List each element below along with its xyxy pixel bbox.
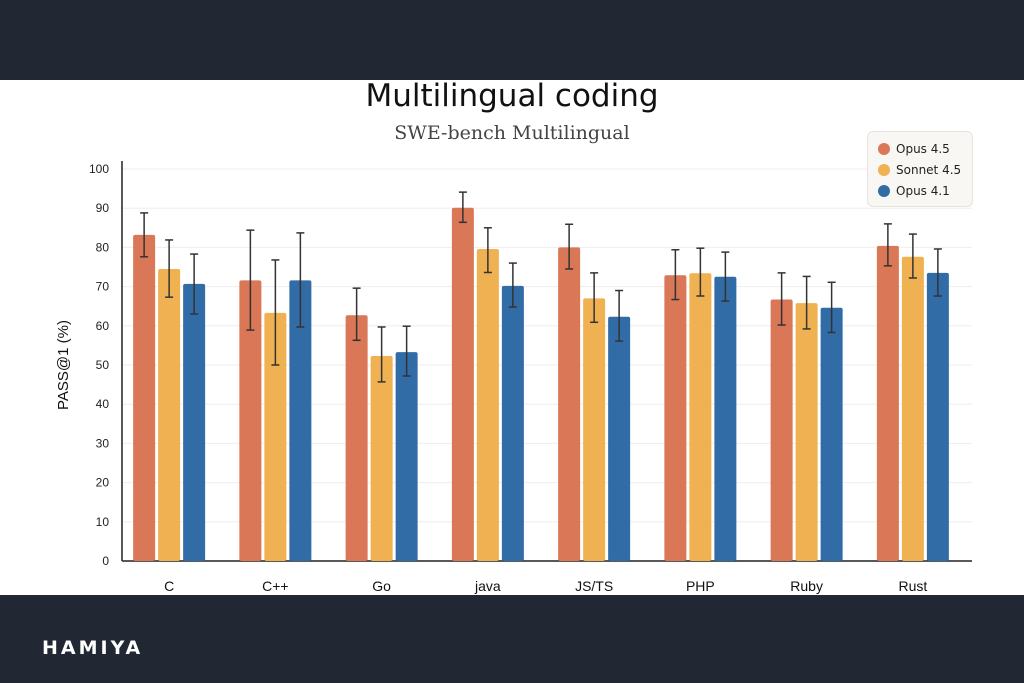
y-tick-label: 10 xyxy=(96,515,110,529)
x-tick-label: java xyxy=(474,578,501,594)
legend-item: Opus 4.5 xyxy=(878,139,972,159)
y-tick-label: 80 xyxy=(96,240,110,254)
bar-opus-4-1 xyxy=(501,285,524,561)
x-tick-label: Rust xyxy=(898,578,927,594)
x-tick-label: Go xyxy=(372,578,391,594)
bar-opus-4-1 xyxy=(926,272,949,561)
bottom-band xyxy=(0,595,1024,683)
bar-opus-4-5 xyxy=(239,280,262,561)
y-tick-label: 30 xyxy=(96,436,110,450)
legend-label: Sonnet 4.5 xyxy=(896,163,962,177)
legend-swatch xyxy=(878,164,890,176)
x-tick-label: PHP xyxy=(686,578,715,594)
y-tick-label: 40 xyxy=(96,397,110,411)
bar-opus-4-5 xyxy=(133,234,156,561)
bar-opus-4-1 xyxy=(714,276,737,561)
bar-sonnet-4-5 xyxy=(901,256,924,561)
bar-sonnet-4-5 xyxy=(264,312,287,561)
bar-sonnet-4-5 xyxy=(689,273,712,561)
y-tick-label: 50 xyxy=(96,358,110,372)
chart-subtitle: SWE-bench Multilingual xyxy=(394,122,630,144)
bar-opus-4-1 xyxy=(395,352,418,561)
y-tick-label: 100 xyxy=(89,162,109,176)
brand-logo: HAMIYA xyxy=(42,637,144,659)
x-tick-label: JS/TS xyxy=(575,578,613,594)
bar-opus-4-1 xyxy=(183,283,206,561)
legend-swatch xyxy=(878,143,890,155)
y-tick-label: 0 xyxy=(102,554,109,568)
bar-sonnet-4-5 xyxy=(583,298,606,561)
y-tick-label: 60 xyxy=(96,319,110,333)
bar-opus-4-5 xyxy=(345,315,368,561)
top-band xyxy=(0,0,1024,80)
bar-sonnet-4-5 xyxy=(795,303,818,561)
legend-swatch xyxy=(878,185,890,197)
bar-opus-4-5 xyxy=(558,247,581,561)
legend-item: Sonnet 4.5 xyxy=(878,160,972,180)
x-tick-label: C xyxy=(164,578,174,594)
y-axis-label: PASS@1 (%) xyxy=(55,320,72,410)
bar-opus-4-1 xyxy=(820,307,843,561)
bar-opus-4-5 xyxy=(876,245,899,561)
y-tick-label: 90 xyxy=(96,201,110,215)
bar-sonnet-4-5 xyxy=(476,248,499,561)
chart-title: Multilingual coding xyxy=(365,78,659,114)
bar-opus-4-5 xyxy=(770,299,793,561)
bar-sonnet-4-5 xyxy=(370,355,393,561)
bar-opus-4-1 xyxy=(608,316,631,561)
legend-label: Opus 4.1 xyxy=(896,184,950,198)
x-tick-label: C++ xyxy=(262,578,288,594)
bar-opus-4-5 xyxy=(451,207,474,562)
legend: Opus 4.5 Sonnet 4.5 Opus 4.1 xyxy=(867,131,973,207)
bar-sonnet-4-5 xyxy=(158,268,181,561)
bar-opus-4-5 xyxy=(664,275,687,561)
y-tick-label: 70 xyxy=(96,280,110,294)
y-tick-label: 20 xyxy=(96,476,110,490)
legend-label: Opus 4.5 xyxy=(896,142,950,156)
bar-opus-4-1 xyxy=(289,280,312,561)
x-tick-label: Ruby xyxy=(790,578,823,594)
legend-item: Opus 4.1 xyxy=(878,181,972,201)
